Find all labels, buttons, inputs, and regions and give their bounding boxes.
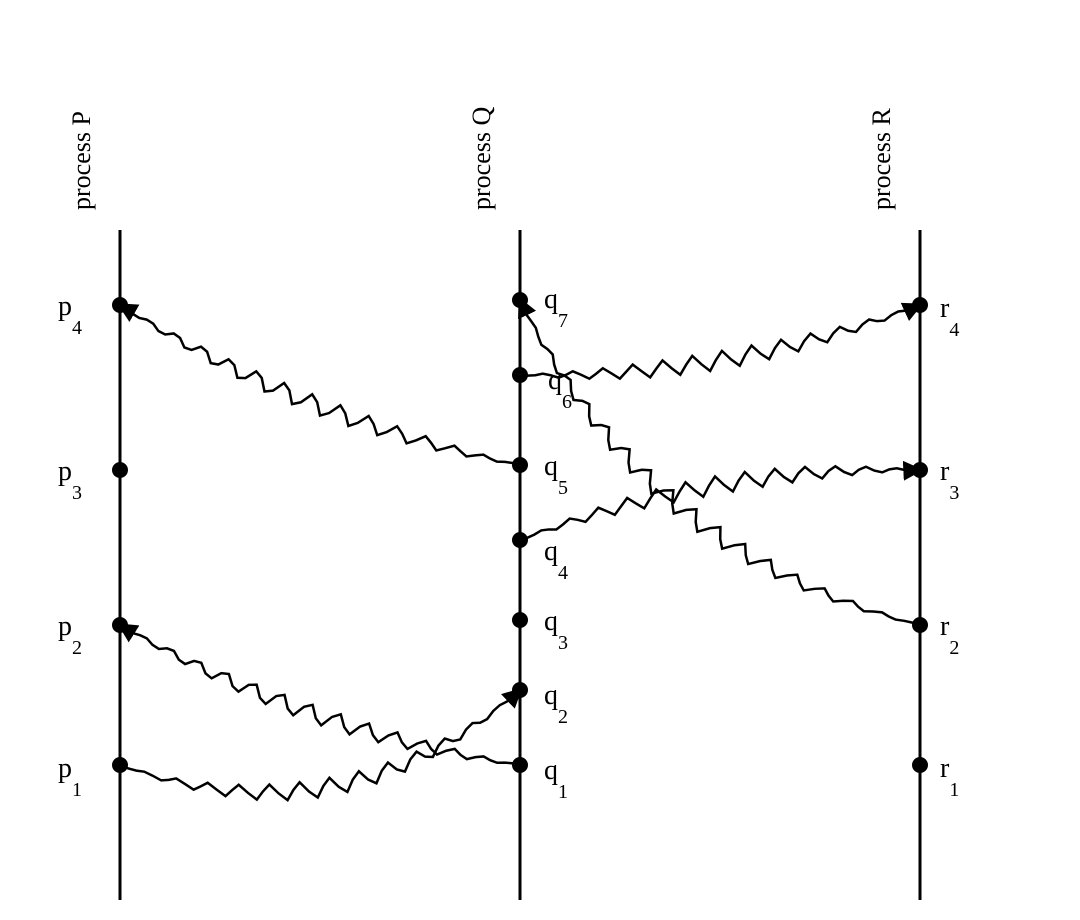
event-label-q4: q4 xyxy=(544,536,568,584)
event-dot-p2 xyxy=(112,617,128,633)
event-label-p3: p3 xyxy=(58,456,82,504)
event-label-p2: p2 xyxy=(58,611,82,659)
event-label-r2: r2 xyxy=(940,611,959,659)
message-p1-to-q2 xyxy=(120,690,520,800)
message-q6-to-r4 xyxy=(520,305,920,379)
event-dot-q7 xyxy=(512,292,528,308)
event-label-p1: p1 xyxy=(58,753,82,801)
process-label-R: process R xyxy=(867,108,896,210)
event-label-q1: q1 xyxy=(544,755,568,803)
event-dot-p4 xyxy=(112,297,128,313)
event-dot-r3 xyxy=(912,462,928,478)
event-label-r1: r1 xyxy=(940,753,959,801)
process-label-P: process P xyxy=(67,111,96,210)
event-dot-p1 xyxy=(112,757,128,773)
event-label-r3: r3 xyxy=(940,456,959,504)
event-dot-r4 xyxy=(912,297,928,313)
event-dot-q2 xyxy=(512,682,528,698)
event-dot-q1 xyxy=(512,757,528,773)
event-dot-p3 xyxy=(112,462,128,478)
event-label-q3: q3 xyxy=(544,606,568,654)
message-r2-to-q7 xyxy=(520,300,920,625)
event-dot-q3 xyxy=(512,612,528,628)
event-label-q7: q7 xyxy=(544,284,568,332)
event-dot-q4 xyxy=(512,532,528,548)
message-q1-to-p2 xyxy=(120,625,520,765)
message-q5-to-p4 xyxy=(120,305,520,465)
space-time-diagram: process Pprocess Qprocess Rp4p3p2p1q7q6q… xyxy=(0,0,1080,920)
event-dot-r2 xyxy=(912,617,928,633)
event-label-q5: q5 xyxy=(544,451,568,499)
event-dot-q5 xyxy=(512,457,528,473)
event-dot-r1 xyxy=(912,757,928,773)
event-label-q2: q2 xyxy=(544,680,568,728)
event-dot-q6 xyxy=(512,367,528,383)
event-label-p4: p4 xyxy=(58,291,82,339)
process-label-Q: process Q xyxy=(467,107,496,210)
event-label-r4: r4 xyxy=(940,293,959,341)
